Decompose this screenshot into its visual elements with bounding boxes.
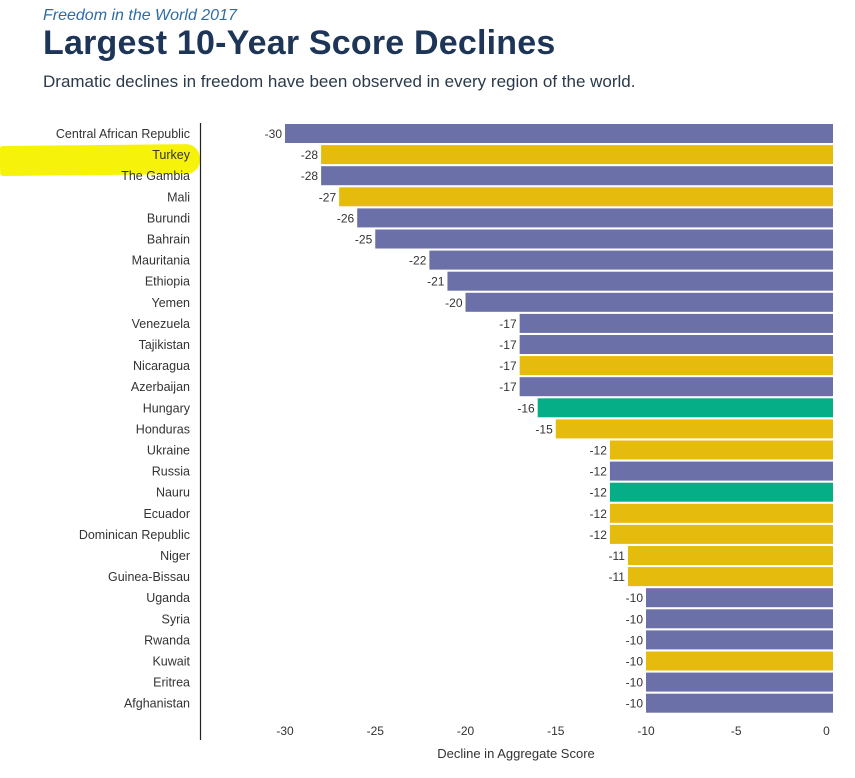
value-label: -15 [535,422,553,436]
value-label: -12 [590,486,608,500]
value-label: -12 [590,507,608,521]
value-label: -10 [626,676,644,690]
value-label: -17 [499,338,517,352]
value-label: -17 [499,380,517,394]
bar [646,672,833,692]
category-label: Nicaragua [133,359,190,373]
bar [375,229,833,249]
value-label: -17 [499,359,517,373]
bar [519,356,833,376]
value-label: -16 [517,401,535,415]
category-label: The Gambia [121,169,190,183]
bar [519,377,833,397]
category-label: Nauru [156,486,190,500]
bar [321,166,833,186]
bar [609,461,833,481]
value-label: -10 [626,591,644,605]
bar [537,398,833,418]
x-tick-label: -10 [637,724,655,738]
category-label: Uganda [146,591,190,605]
category-label: Burundi [147,211,190,225]
value-label: -10 [626,633,644,647]
value-label: -10 [626,612,644,626]
value-label: -12 [590,528,608,542]
category-label: Mauritania [132,254,190,268]
x-tick-label: -30 [276,724,294,738]
x-tick-label: -5 [731,724,742,738]
value-label: -27 [319,190,337,204]
x-tick-label: -25 [367,724,385,738]
category-label: Afghanistan [124,697,190,711]
x-axis-title: Decline in Aggregate Score [437,746,595,761]
category-label: Rwanda [144,633,190,647]
category-label: Kuwait [152,655,190,669]
category-label: Bahrain [147,233,190,247]
page-subtitle: Dramatic declines in freedom have been o… [43,72,636,91]
bar [555,419,833,439]
bar [627,546,833,565]
x-tick-label: -15 [547,724,565,738]
bar [465,292,833,312]
bar [609,503,833,523]
value-label: -11 [608,549,625,563]
bar [609,524,833,544]
page-title: Largest 10-Year Score Declines [43,24,556,62]
bar [321,145,833,165]
x-tick-label: 0 [823,724,830,738]
value-label: -12 [590,444,608,458]
category-label: Mali [167,190,190,204]
value-label: -11 [608,570,625,584]
category-label: Ukraine [147,444,190,458]
value-label: -10 [626,655,644,669]
category-label: Azerbaijan [131,380,190,394]
category-label: Niger [160,549,190,563]
bar [429,250,833,270]
bar [646,651,833,671]
bar [627,567,833,587]
bar [357,208,833,228]
bar [646,609,833,629]
category-label: Central African Republic [56,127,190,141]
bar [339,187,833,207]
value-label: -28 [301,148,319,162]
category-label: Eritrea [153,676,190,690]
bar [447,271,833,291]
category-label: Hungary [143,401,191,415]
category-label: Syria [162,612,191,626]
category-label: Tajikistan [139,338,190,352]
value-label: -20 [445,296,463,310]
bar [646,630,833,650]
x-tick-label: -20 [457,724,475,738]
bar [609,440,833,460]
bar [519,335,833,354]
category-label: Ecuador [143,507,190,521]
category-label: Turkey [152,148,190,162]
value-label: -25 [355,233,373,247]
value-label: -28 [301,169,319,183]
bar [609,482,833,502]
category-label: Guinea-Bissau [108,570,190,584]
report-kicker: Freedom in the World 2017 [43,7,237,24]
value-label: -12 [590,465,608,479]
value-label: -30 [265,127,283,141]
value-label: -17 [499,317,517,331]
category-label: Russia [152,465,190,479]
category-label: Yemen [152,296,191,310]
value-label: -26 [337,211,355,225]
bar [646,693,833,713]
value-label: -10 [626,697,644,711]
value-label: -21 [427,275,445,289]
bar [519,313,833,333]
value-label: -22 [409,254,427,268]
bar [285,124,833,143]
category-label: Venezuela [132,317,190,331]
category-label: Dominican Republic [79,528,190,542]
category-label: Ethiopia [145,275,190,289]
bar [646,588,833,608]
category-label: Honduras [136,422,190,436]
